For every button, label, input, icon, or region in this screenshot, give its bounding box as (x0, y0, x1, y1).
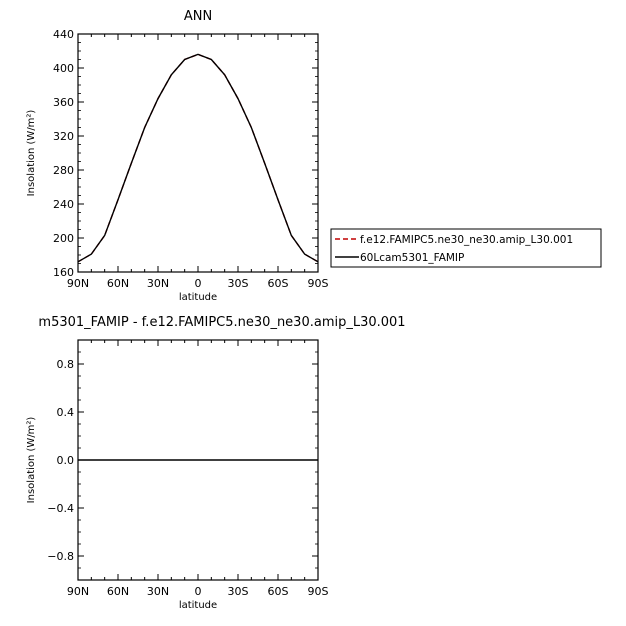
x-tick-label: 30S (228, 585, 249, 598)
y-tick-label: 0.8 (57, 358, 75, 371)
y-axis-title: Insolation (W/m²) (26, 110, 37, 197)
x-axis-title: latitude (179, 600, 217, 611)
series-line-1 (77, 53, 319, 263)
y-tick-label: 200 (53, 232, 74, 245)
x-tick-label: 30N (147, 585, 169, 598)
x-tick-label: 90N (67, 277, 89, 290)
y-tick-label: 240 (53, 198, 74, 211)
y-tick-label: 360 (53, 96, 74, 109)
y-axis-title: Insolation (W/m²) (26, 417, 37, 504)
y-tick-label: 0.0 (57, 454, 75, 467)
legend-label-1: 60Lcam5301_FAMIP (360, 252, 464, 264)
x-tick-label: 90S (308, 277, 329, 290)
y-tick-label: 160 (53, 266, 74, 279)
x-tick-label: 30S (228, 277, 249, 290)
y-tick-label: 400 (53, 62, 74, 75)
x-tick-label: 90S (308, 585, 329, 598)
legend-box (330, 228, 602, 268)
y-tick-label: 0.4 (57, 406, 75, 419)
chart-title: m5301_FAMIP - f.e12.FAMIPC5.ne30_ne30.am… (38, 315, 405, 330)
x-tick-label: 0 (195, 585, 202, 598)
x-tick-label: 30N (147, 277, 169, 290)
x-tick-label: 60N (107, 277, 129, 290)
chart-title: ANN (184, 9, 212, 24)
plot-frame (77, 33, 319, 273)
x-tick-label: 90N (67, 585, 89, 598)
bottom-panel: m5301_FAMIP - f.e12.FAMIPC5.ne30_ne30.am… (26, 315, 406, 611)
y-tick-label: −0.8 (47, 550, 74, 563)
x-tick-label: 0 (195, 277, 202, 290)
y-tick-label: 440 (53, 28, 74, 41)
series-line-0 (77, 53, 319, 263)
x-tick-label: 60S (268, 277, 289, 290)
x-axis-title: latitude (179, 292, 217, 303)
legend: f.e12.FAMIPC5.ne30_ne30.amip_L30.001 60Lc… (330, 228, 602, 268)
x-tick-label: 60S (268, 585, 289, 598)
y-tick-label: 280 (53, 164, 74, 177)
top-panel: ANN 90N 60N 30N 0 30S 60S 90S 160 200 240 280 320 360… (26, 9, 329, 303)
x-tick-label: 60N (107, 585, 129, 598)
legend-label-0: f.e12.FAMIPC5.ne30_ne30.amip_L30.001 (360, 234, 573, 246)
y-tick-label: −0.4 (47, 502, 74, 515)
y-tick-label: 320 (53, 130, 74, 143)
